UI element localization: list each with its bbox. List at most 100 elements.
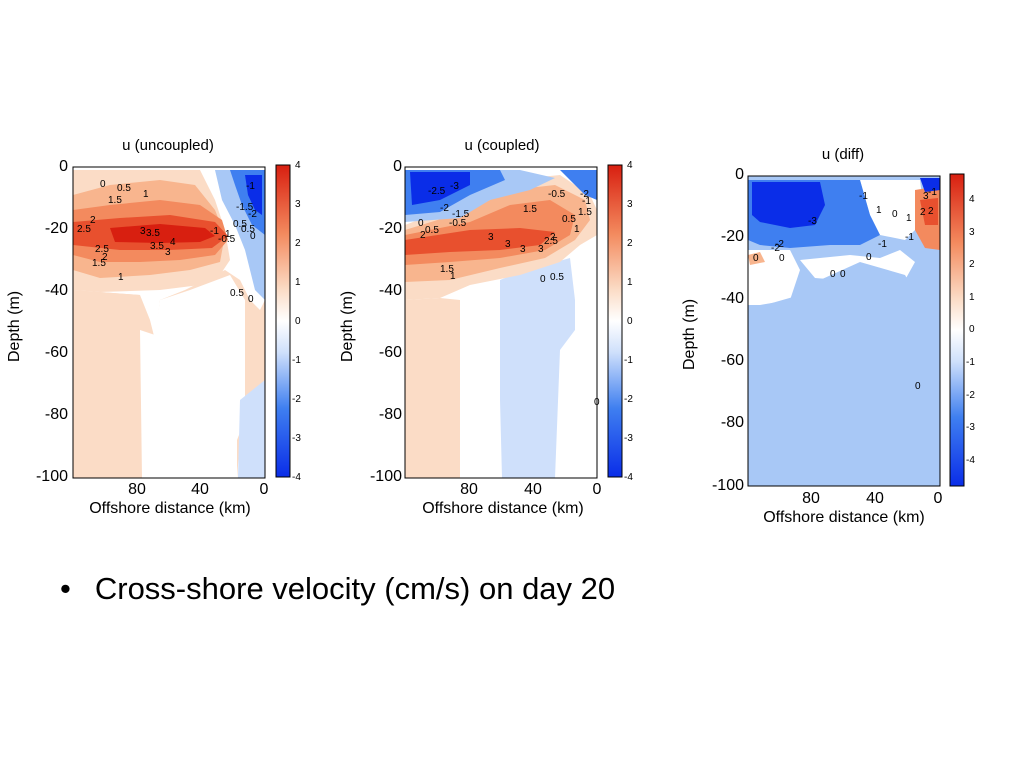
contour-label: -0.5 [218, 234, 236, 245]
contour-label: 1.5 [523, 204, 537, 215]
x-tick: 0 [592, 481, 602, 498]
contour-label: 0 [915, 381, 921, 392]
contour-label: -0.5 [548, 189, 566, 200]
contour-label: -2 [248, 209, 257, 220]
contour-label: 1 [574, 224, 580, 235]
contour-label: 0.5 [550, 272, 564, 283]
contour-label: 3 [488, 232, 494, 243]
region-blue-coast [560, 170, 597, 200]
contour-label: 3.5 [150, 241, 164, 252]
heatmap-uncoupled [72, 164, 291, 479]
y-tick: -60 [44, 344, 68, 361]
colorbar-tick: -1 [624, 355, 633, 366]
colorbar-tick: 4 [969, 194, 975, 205]
x-tick: 40 [524, 481, 542, 498]
y-tick: -80 [378, 406, 402, 423]
x-axis-label: Offshore distance (km) [89, 500, 251, 517]
x-axis-label: Offshore distance (km) [763, 509, 925, 526]
x-tick: 40 [866, 490, 884, 507]
contour-label: 3.5 [146, 228, 160, 239]
contour-label: 1 [118, 272, 124, 283]
heatmap-coupled [404, 164, 623, 479]
colorbar-tick: -4 [292, 472, 301, 483]
y-tick: -40 [720, 290, 744, 307]
colorbar-tick: 2 [295, 238, 301, 249]
x-axis-label: Offshore distance (km) [422, 500, 584, 517]
contour-label: 3 [165, 247, 171, 258]
contour-label: 2.5 [544, 236, 558, 247]
x-tick: 0 [259, 481, 269, 498]
y-tick: 0 [59, 158, 68, 175]
chart-title: u (diff) [821, 146, 865, 163]
contour-label: 0.5 [233, 219, 247, 230]
region-pale-blue [500, 258, 575, 478]
contour-label: 1 [225, 229, 231, 240]
contour-label: -2 [440, 203, 449, 214]
contour-label: 2 [420, 230, 426, 241]
colorbar-tick: -2 [966, 390, 975, 401]
region-white-upper [860, 180, 925, 240]
region-pale-blue [748, 262, 925, 486]
contour-label: 0.5 [230, 288, 244, 299]
y-tick: -20 [378, 220, 402, 237]
colorbar-tick: 1 [295, 277, 301, 288]
x-tick: 80 [460, 481, 478, 498]
heatmap-diff [747, 173, 965, 487]
contour-label: -1 [928, 187, 937, 198]
plot-frame [72, 166, 266, 479]
contour-label: 1.5 [92, 258, 106, 269]
contour-label: 1 [143, 189, 149, 200]
contour-label: 0 [892, 209, 898, 220]
panel-diff: u (diff) 0 -20 -40 -60 -80 -10 [681, 146, 975, 526]
contour-label: 0.5 [117, 183, 131, 194]
contour-label: 0.5 [241, 224, 255, 235]
contour-label: -2.5 [428, 186, 446, 197]
panel-coupled: u (coupled) 0 -20 -40 -60 -80 [0, 0, 660, 530]
contour-label: 0 [100, 179, 106, 190]
contour-label: -3 [450, 181, 459, 192]
contour-label: 4 [170, 237, 176, 248]
contour-label: 1.5 [108, 195, 122, 206]
contour-label: 0 [753, 253, 759, 264]
y-tick: -60 [720, 352, 744, 369]
region-red-coast [920, 198, 938, 225]
contour-label: 2 [550, 232, 556, 243]
colorbar [949, 173, 965, 487]
y-tick: -20 [44, 220, 68, 237]
contour-label: 1.5 [440, 264, 454, 275]
chart-title: u (uncoupled) [122, 137, 214, 154]
contour-label: 0 [594, 397, 600, 408]
contour-label: 0 [779, 253, 785, 264]
colorbar-tick: -3 [966, 422, 975, 433]
colorbar-tick: 0 [969, 324, 975, 335]
contour-label: 2.5 [95, 244, 109, 255]
y-tick: 0 [735, 166, 744, 183]
colorbar-tick: -2 [292, 394, 301, 405]
colorbar [275, 164, 291, 478]
bullet-icon: • [60, 571, 71, 606]
y-tick: -60 [378, 344, 402, 361]
contour-label: 2 [920, 207, 926, 218]
region-peach-left [73, 290, 140, 478]
region-peach [405, 298, 460, 478]
x-tick: 80 [128, 481, 146, 498]
contour-label: 3 [520, 244, 526, 255]
contour-label: 1.5 [578, 207, 592, 218]
contour-label: 1 [876, 205, 882, 216]
contour-label: 1 [906, 213, 912, 224]
slide-caption: • Cross-shore velocity (cm/s) on day 20 [60, 571, 615, 607]
region-strong-blue-coast [245, 175, 262, 215]
contour-label: -1 [210, 226, 219, 237]
contour-label: -0.5 [449, 218, 467, 229]
colorbar-tick: 3 [627, 199, 633, 210]
contour-label: -1.5 [236, 202, 254, 213]
colorbar-tick: -3 [624, 433, 633, 444]
colorbar-tick: -4 [624, 472, 633, 483]
colorbar-tick: 3 [295, 199, 301, 210]
colorbar-tick: 0 [627, 316, 633, 327]
y-tick: -100 [35, 468, 68, 485]
colorbar-tick: 0 [295, 316, 301, 327]
contour-label: -2 [580, 189, 589, 200]
contour-label: 0 [840, 269, 846, 280]
region-strong-blue [752, 182, 825, 228]
